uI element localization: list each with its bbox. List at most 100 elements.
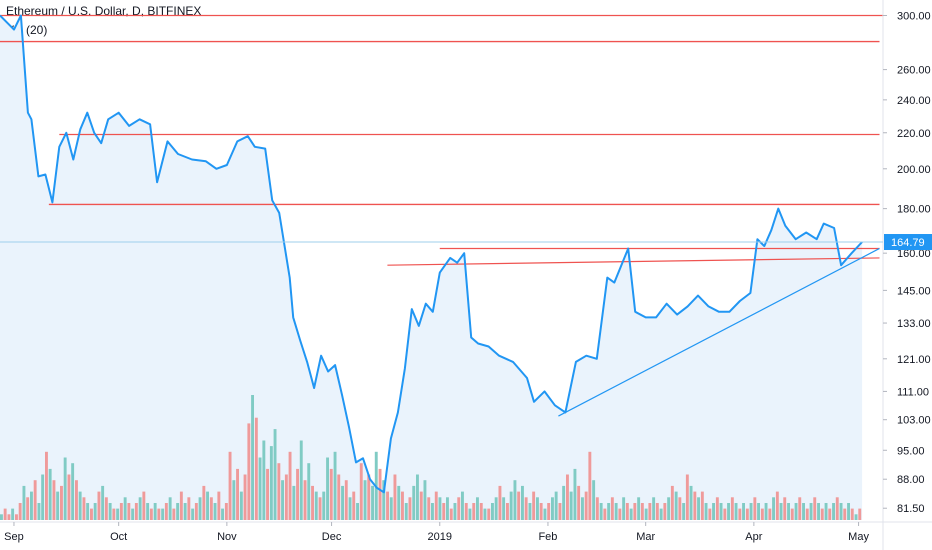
volume-bar [277,463,281,520]
volume-bar [603,508,607,520]
volume-bar [164,503,168,520]
price-area [0,15,863,520]
resistance-trendline [387,257,880,266]
volume-bar [835,497,839,520]
volume-bar [3,508,7,520]
volume-bar [775,491,779,520]
volume-bar [296,468,299,520]
volume-bar [187,497,191,520]
volume-bar [172,508,176,520]
volume-bar [303,480,307,520]
x-tick-label: Nov [217,531,237,543]
volume-bar [566,474,569,520]
volume-bar [228,451,232,520]
volume-bar [595,497,599,520]
y-tick-label: 240.00 [897,95,931,107]
volume-bar [239,491,243,520]
volume-bar [802,503,805,520]
volume-bar [134,503,138,520]
volume-bar [67,474,71,520]
x-tick-label: Dec [322,531,342,543]
volume-bar [202,485,206,520]
last-price-label: 164.79 [891,237,925,249]
y-tick-label: 103.00 [897,415,931,427]
volume-bar [817,503,820,520]
volume-bar [427,497,431,520]
volume-bar [640,503,644,520]
x-tick-label: Sep [4,531,24,543]
volume-bar [161,508,165,520]
x-tick-label: Feb [538,531,557,543]
volume-bar [850,508,854,520]
volume-bar [378,468,382,520]
volume-bar [697,497,700,520]
volume-bar [108,503,112,520]
volume-bar [206,491,209,520]
volume-bar [344,480,348,520]
volume-bar [449,508,453,520]
volume-bar [262,440,266,520]
volume-bar [772,497,775,520]
volume-bar [404,503,408,520]
volume-bar [146,503,150,520]
volume-bar [569,491,573,520]
volume-bar [266,468,269,520]
volume-bar [655,503,659,520]
volume-bar [614,503,618,520]
volume-bar [382,480,386,520]
volume-bar [236,468,239,520]
volume-bar [419,491,423,520]
volume-bar [442,503,446,520]
volume-bar [832,503,835,520]
volume-bar [15,514,18,520]
volume-bar [45,451,48,520]
volume-bar [809,503,813,520]
volume-bar [11,508,15,520]
volume-bar [760,508,764,520]
volume-bar [101,485,105,520]
volume-bar [194,503,198,520]
volume-bar [337,474,341,520]
volume-bar [281,480,284,520]
volume-bar [457,497,461,520]
volume-bar [329,468,333,520]
volume-bar [213,503,217,520]
y-tick-label: 260.00 [897,65,931,77]
y-tick-label: 95.00 [897,445,925,457]
volume-bar [513,480,517,520]
volume-bar [663,503,667,520]
y-tick-label: 88.00 [897,474,925,486]
volume-bar [149,508,153,520]
volume-bar [153,503,157,520]
volume-bar [397,485,401,520]
volume-bar [558,503,562,520]
volume-bar [787,503,790,520]
volume-bar [104,497,108,520]
volume-bar [191,508,195,520]
volume-bar [183,503,187,520]
volume-bar [543,508,547,520]
y-tick-label: 220.00 [897,128,931,140]
volume-bar [138,497,142,520]
volume-bar [37,503,41,520]
volume-bar [584,491,588,520]
volume-bar [26,497,30,520]
volume-bar [742,503,745,520]
volume-bar [284,474,288,520]
volume-bar [416,474,419,520]
volume-bar [502,497,506,520]
volume-bar [168,497,172,520]
volume-bar [708,508,712,520]
volume-bar [712,503,715,520]
volume-bar [618,508,622,520]
volume-bar [30,491,33,520]
volume-bar [464,503,468,520]
volume-bar [318,497,322,520]
volume-bar [524,497,528,520]
volume-bar [82,497,86,520]
volume-bar [633,503,637,520]
y-tick-label: 160.00 [897,248,931,260]
volume-bar [622,497,626,520]
volume-bar [363,480,367,520]
